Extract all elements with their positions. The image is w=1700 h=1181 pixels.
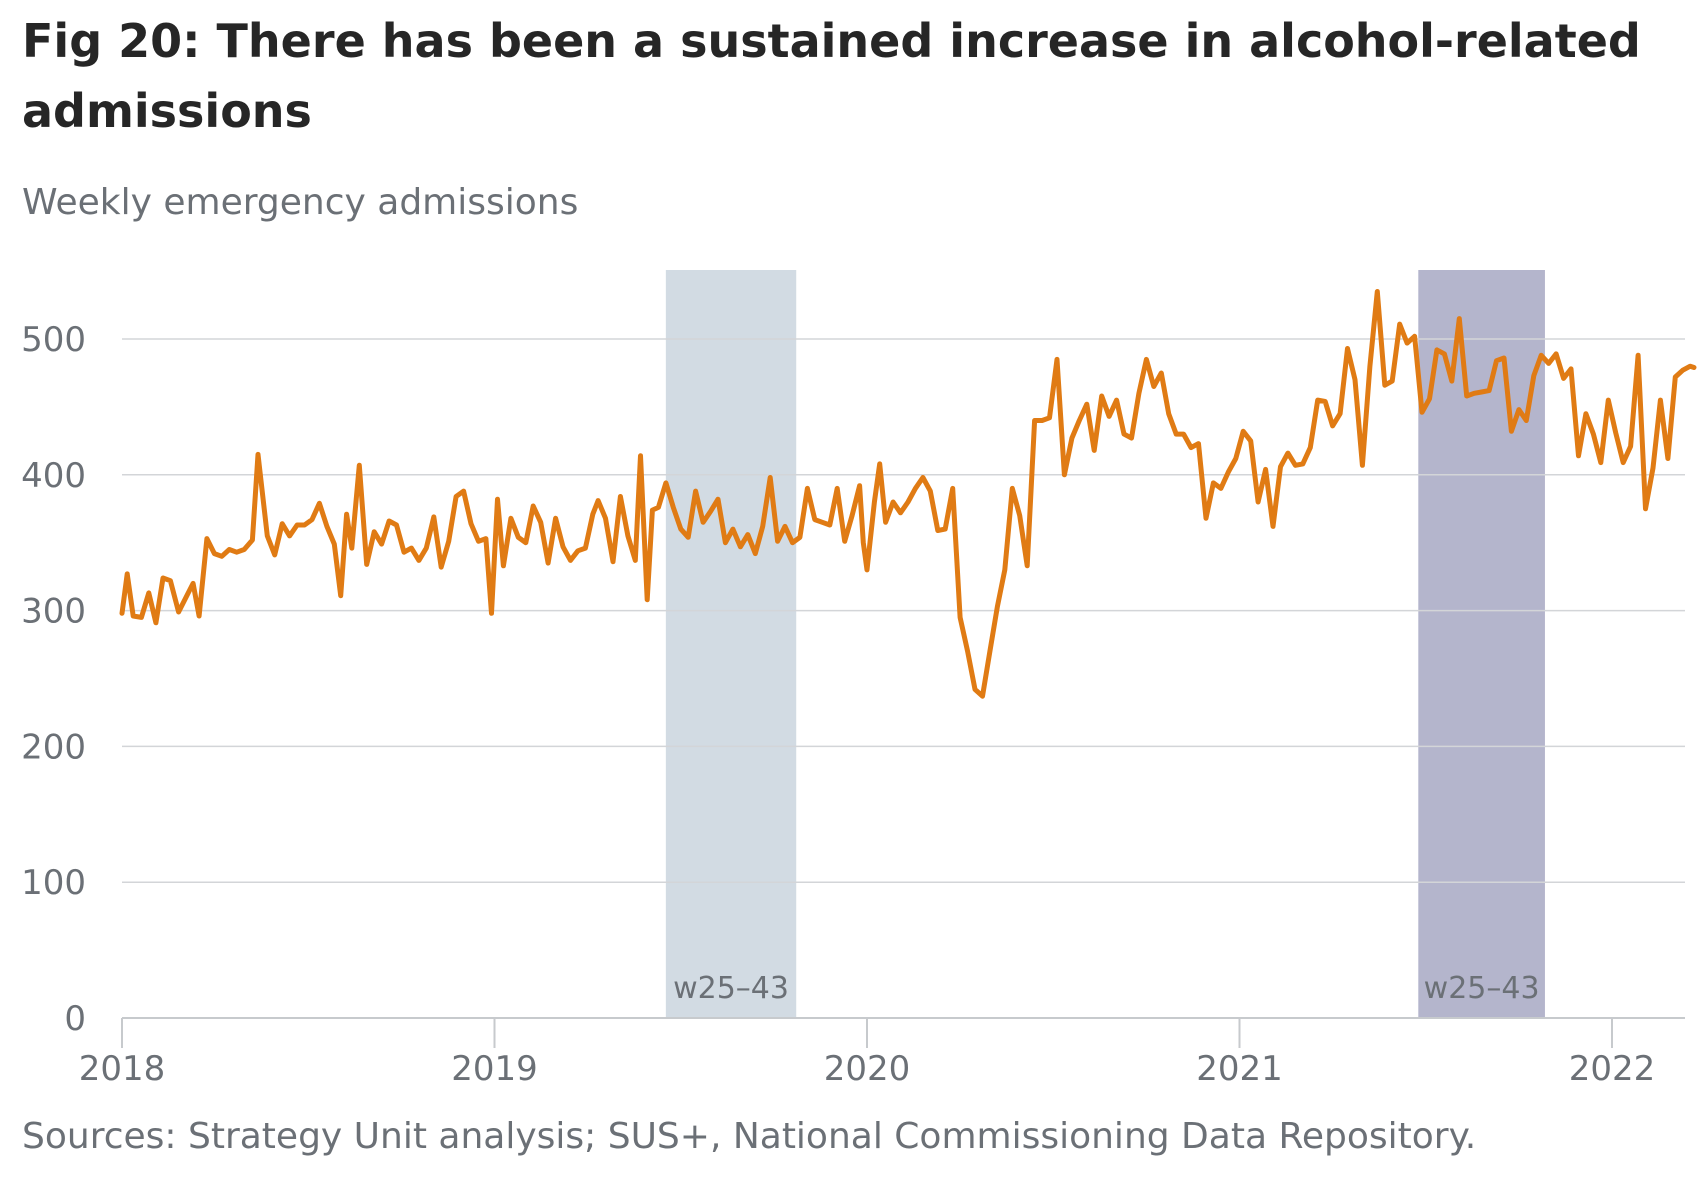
y-tick-label: 400 <box>21 456 86 496</box>
y-tick-label: 300 <box>21 592 86 632</box>
chart-subtitle: Weekly emergency admissions <box>22 182 579 223</box>
y-tick-label: 500 <box>21 320 86 360</box>
y-tick-label: 100 <box>21 863 86 903</box>
x-tick-label: 2019 <box>451 1049 538 1089</box>
x-tick-label: 2022 <box>1569 1049 1656 1089</box>
chart-source: Sources: Strategy Unit analysis; SUS+, N… <box>22 1116 1477 1157</box>
highlight-band <box>1418 270 1545 1018</box>
chart-title: Fig 20: There has been a sustained incre… <box>22 14 1641 138</box>
highlight-band <box>665 270 797 1018</box>
y-tick-label: 0 <box>64 999 86 1039</box>
x-tick-label: 2018 <box>79 1049 166 1089</box>
x-tick-label: 2020 <box>824 1049 911 1089</box>
x-tick-label: 2021 <box>1196 1049 1283 1089</box>
y-tick-label: 200 <box>21 727 86 767</box>
highlight-band-label: w25–43 <box>673 971 789 1006</box>
highlight-band-label: w25–43 <box>1424 971 1540 1006</box>
series-line <box>119 289 1697 699</box>
